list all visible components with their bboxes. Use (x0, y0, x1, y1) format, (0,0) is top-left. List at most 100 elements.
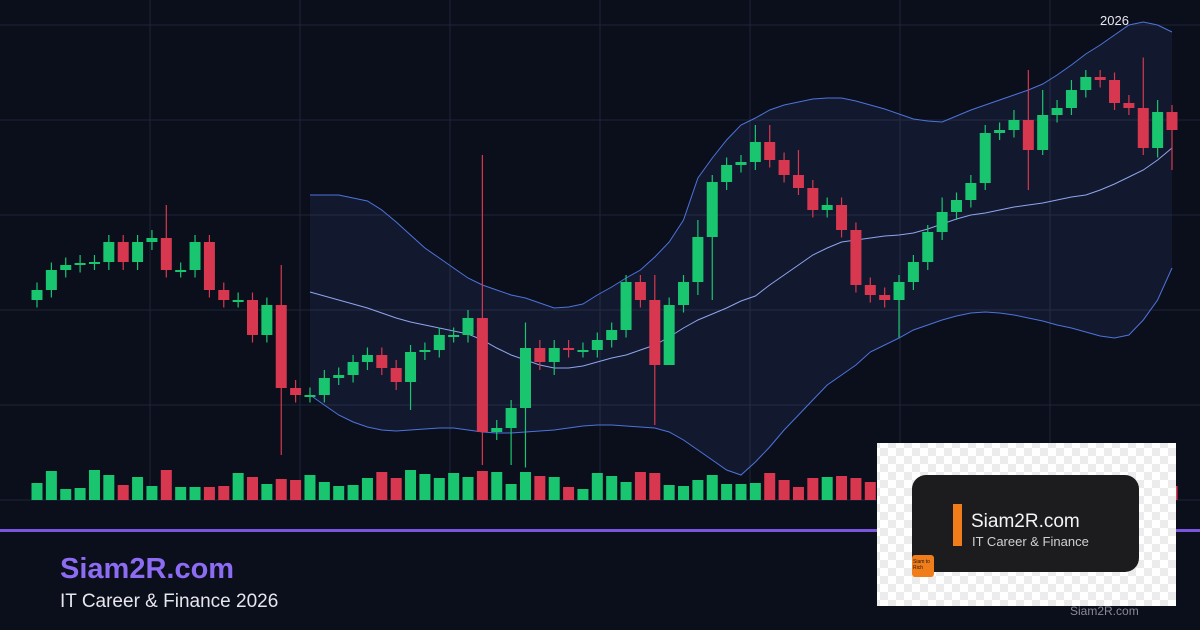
candle-body (275, 305, 287, 388)
volume-bar (405, 470, 417, 500)
volume-bar (634, 472, 646, 500)
candle-body (476, 318, 488, 432)
candle-body (1037, 115, 1049, 150)
candle-body (88, 262, 100, 264)
candle-body (304, 395, 316, 397)
candle-body (678, 282, 690, 305)
band-line (309, 267, 1173, 476)
candle-body (117, 242, 129, 262)
volume-bar (189, 487, 201, 500)
logo-accent (953, 504, 962, 546)
volume-bar (649, 473, 661, 500)
plot (31, 21, 1178, 500)
volume-bar (749, 483, 761, 500)
candle-body (261, 305, 273, 335)
candle-body (462, 318, 474, 335)
volume-bar (764, 473, 776, 500)
banner-title: Siam2R.com (60, 553, 234, 585)
candle-body (807, 188, 819, 210)
candle-body (218, 290, 230, 300)
volume-bar (448, 473, 460, 500)
candle-body (390, 368, 402, 382)
logo-name: Siam2R.com (971, 511, 1080, 532)
candle-body (591, 340, 603, 350)
candle-body (1137, 108, 1149, 148)
candle-body (907, 262, 919, 282)
candle-body (146, 238, 158, 242)
volume-bar (807, 478, 819, 500)
volume-bar (850, 478, 862, 500)
candle-body (1065, 90, 1077, 108)
candle-body (189, 242, 201, 270)
volume-bar (792, 487, 804, 500)
candle-body (922, 232, 934, 262)
candle-body (45, 270, 57, 290)
volume-bar (232, 473, 244, 500)
volume-bar (706, 475, 718, 500)
volume-bar (390, 478, 402, 500)
volume-bar (103, 475, 115, 500)
candle-body (160, 238, 172, 270)
volume-bar (74, 488, 86, 500)
candle-body (1166, 112, 1178, 130)
candle-body (203, 242, 215, 290)
volume-bar (290, 480, 302, 500)
candle-body (1094, 77, 1106, 80)
candle-body (864, 285, 876, 295)
candle-body (1008, 120, 1020, 130)
candle-body (577, 350, 589, 352)
candle-body (778, 160, 790, 175)
grid (0, 0, 1200, 501)
volume-bar (117, 485, 129, 500)
volume-bar (678, 486, 690, 500)
candle-body (950, 200, 962, 212)
candle-body (1109, 80, 1121, 103)
volume-bar (318, 482, 330, 500)
logo-badge (912, 555, 934, 577)
volume-bar (419, 474, 431, 500)
volume-bar (476, 471, 488, 500)
volume-bar (433, 478, 445, 500)
volume-bar (146, 486, 158, 500)
candle-body (850, 230, 862, 285)
volume-bar (491, 472, 503, 500)
candle-body (491, 428, 503, 432)
candle-body (347, 362, 359, 375)
candle-body (979, 133, 991, 183)
candle-body (175, 270, 187, 272)
candle-body (735, 162, 747, 165)
candle-body (103, 242, 115, 262)
volume-bar (519, 472, 531, 500)
volume-bar (620, 482, 632, 500)
year-label: 2026 (1100, 13, 1129, 28)
candle-body (649, 300, 661, 365)
candle-body (1152, 112, 1164, 148)
volume-bar (836, 476, 848, 500)
volume-bar (534, 476, 546, 500)
volume-bar (218, 486, 230, 500)
volume-bar (60, 489, 72, 500)
volume-bar (606, 476, 618, 500)
volume-bar (347, 485, 359, 500)
candle-body (1051, 108, 1063, 115)
candle-body (634, 282, 646, 300)
candle-body (879, 295, 891, 300)
candle-body (433, 335, 445, 350)
volume-bar (88, 470, 100, 500)
candle-body (333, 375, 345, 378)
badge-text: Siam to Rich (913, 559, 930, 571)
candle-body (1022, 120, 1034, 150)
candle-body (74, 263, 86, 265)
candle-body (361, 355, 373, 362)
volume-bar (577, 489, 589, 500)
candle-body (448, 335, 460, 337)
candle-body (893, 282, 905, 300)
candle-body (836, 205, 848, 230)
candle-body (548, 348, 560, 362)
candle-body (60, 265, 72, 270)
volume-bar (361, 478, 373, 500)
candle-body (31, 290, 43, 300)
footer-caption: Siam2R.com (1070, 604, 1139, 618)
volume-bar (778, 480, 790, 500)
candle-body (534, 348, 546, 362)
